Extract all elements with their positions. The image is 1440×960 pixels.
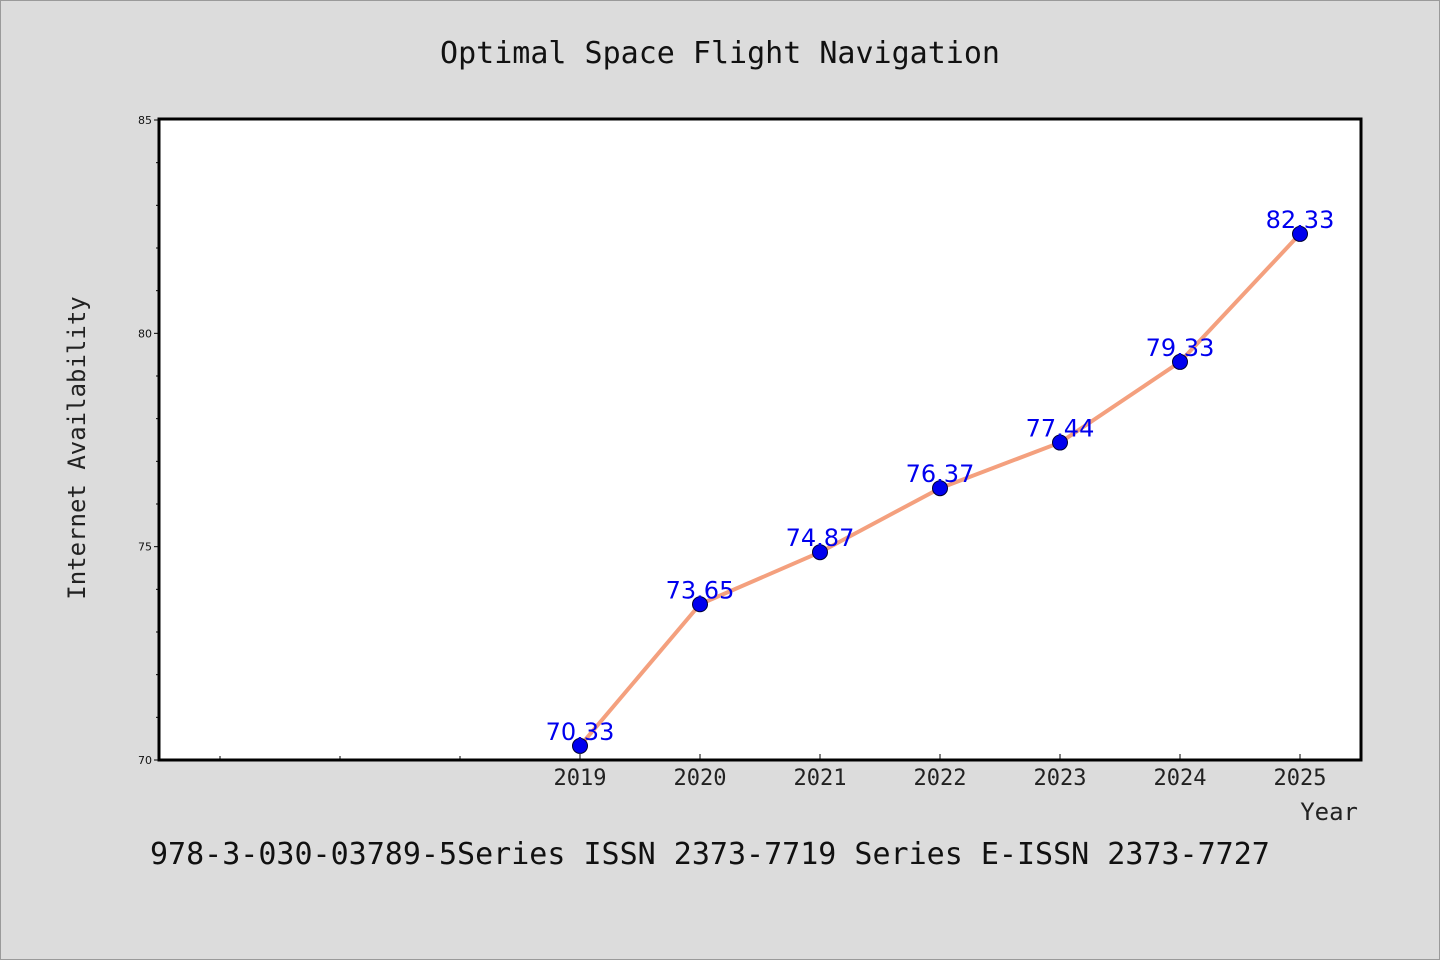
data-label: 79.33 (1146, 334, 1215, 362)
x-axis: 2019 2020 2021 2022 2023 2024 2025 (219, 754, 1327, 791)
data-point-marker (1172, 353, 1188, 370)
data-label: 82.33 (1266, 206, 1335, 234)
x-tick-label: 2022 (914, 766, 967, 791)
plot-area (157, 117, 1363, 762)
x-tick-label: 2019 (554, 766, 607, 791)
data-label: 76.37 (906, 460, 975, 488)
x-tick-label: 2020 (674, 766, 727, 791)
data-label: 77.44 (1026, 415, 1095, 443)
data-point-marker (572, 737, 588, 754)
y-tick-label: 70 (138, 754, 152, 767)
x-tick-label: 2025 (1274, 766, 1327, 791)
x-axis-label: Year (1300, 798, 1358, 826)
y-tick-label: 80 (138, 327, 152, 340)
data-label: 70.33 (546, 718, 615, 746)
y-tick-label: 85 (138, 114, 152, 127)
x-tick-label: 2021 (794, 766, 847, 791)
data-point-marker (932, 480, 948, 497)
data-point-marker (812, 544, 828, 561)
data-point-marker (692, 596, 708, 613)
x-tick-label: 2024 (1154, 766, 1207, 791)
footer-isbn-text: 978-3-030-03789-5Series ISSN 2373-7719 S… (150, 837, 1270, 872)
y-tick-label: 75 (138, 541, 152, 554)
data-points-group (572, 225, 1308, 754)
x-tick-label: 2023 (1034, 766, 1087, 791)
data-labels-group: 70.33 73.65 74.87 76.37 77.44 79.33 82.33 (546, 206, 1335, 746)
data-point-marker (1292, 225, 1308, 242)
y-axis-label: Internet Availability (63, 296, 91, 599)
y-axis: 70 75 80 85 (138, 114, 160, 767)
data-label: 73.65 (666, 576, 735, 604)
data-point-marker (1052, 434, 1068, 451)
data-label: 74.87 (786, 524, 855, 552)
chart-title: Optimal Space Flight Navigation (440, 36, 1000, 71)
